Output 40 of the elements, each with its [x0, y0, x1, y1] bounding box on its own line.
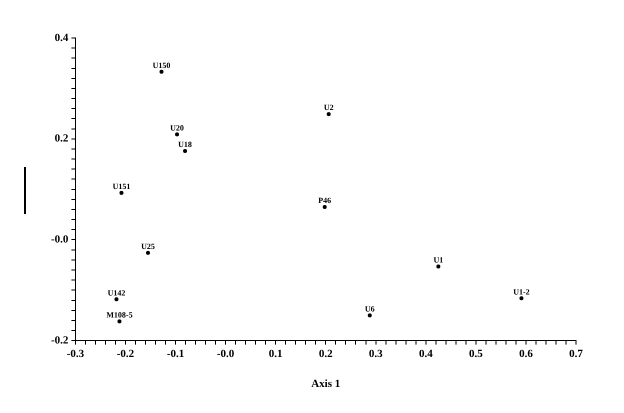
point [322, 204, 327, 209]
x-tick-label: -0.0 [216, 348, 235, 360]
point [436, 264, 440, 268]
data-label: U18 [178, 140, 192, 150]
x-axis-title: Axis 1 [311, 378, 340, 390]
data-label: M108-5 [106, 310, 133, 320]
x-tick-label: -0.1 [166, 348, 184, 360]
data-label: U20 [170, 123, 184, 132]
y-tick-label: 0.4 [54, 32, 69, 44]
data-label: U150 [152, 60, 170, 70]
x-tick-label: 0.1 [268, 348, 283, 360]
x-tick-label: -0.3 [66, 348, 85, 360]
data-label: U25 [141, 242, 155, 251]
point [519, 296, 524, 300]
point [119, 190, 124, 195]
data-label: U2 [324, 103, 334, 112]
x-tick-label: 0.2 [318, 348, 334, 360]
point [183, 148, 188, 153]
y-tick-label: -0.2 [50, 334, 69, 346]
data-label: U142 [108, 288, 126, 298]
point [114, 297, 118, 302]
point [326, 112, 331, 116]
data-label: P46 [318, 196, 332, 206]
y-tick-label: 0.2 [54, 132, 69, 145]
point [160, 70, 164, 74]
point [175, 132, 180, 136]
point [368, 313, 372, 318]
data-label: U1 [433, 256, 444, 265]
x-tick-label: 0.5 [469, 348, 484, 360]
point [146, 250, 150, 255]
x-tick-label: 0.3 [368, 348, 384, 360]
x-tick-label: 0.7 [569, 348, 584, 360]
data-label: U151 [112, 182, 130, 191]
data-label: U6 [364, 304, 375, 314]
x-tick-label: -0.2 [116, 348, 135, 360]
data-label: U1-2 [513, 287, 530, 296]
x-tick-label: 0.6 [519, 348, 534, 360]
x-tick-label: 0.4 [418, 348, 434, 360]
point [117, 319, 122, 324]
y-tick-label: -0.0 [50, 234, 69, 246]
